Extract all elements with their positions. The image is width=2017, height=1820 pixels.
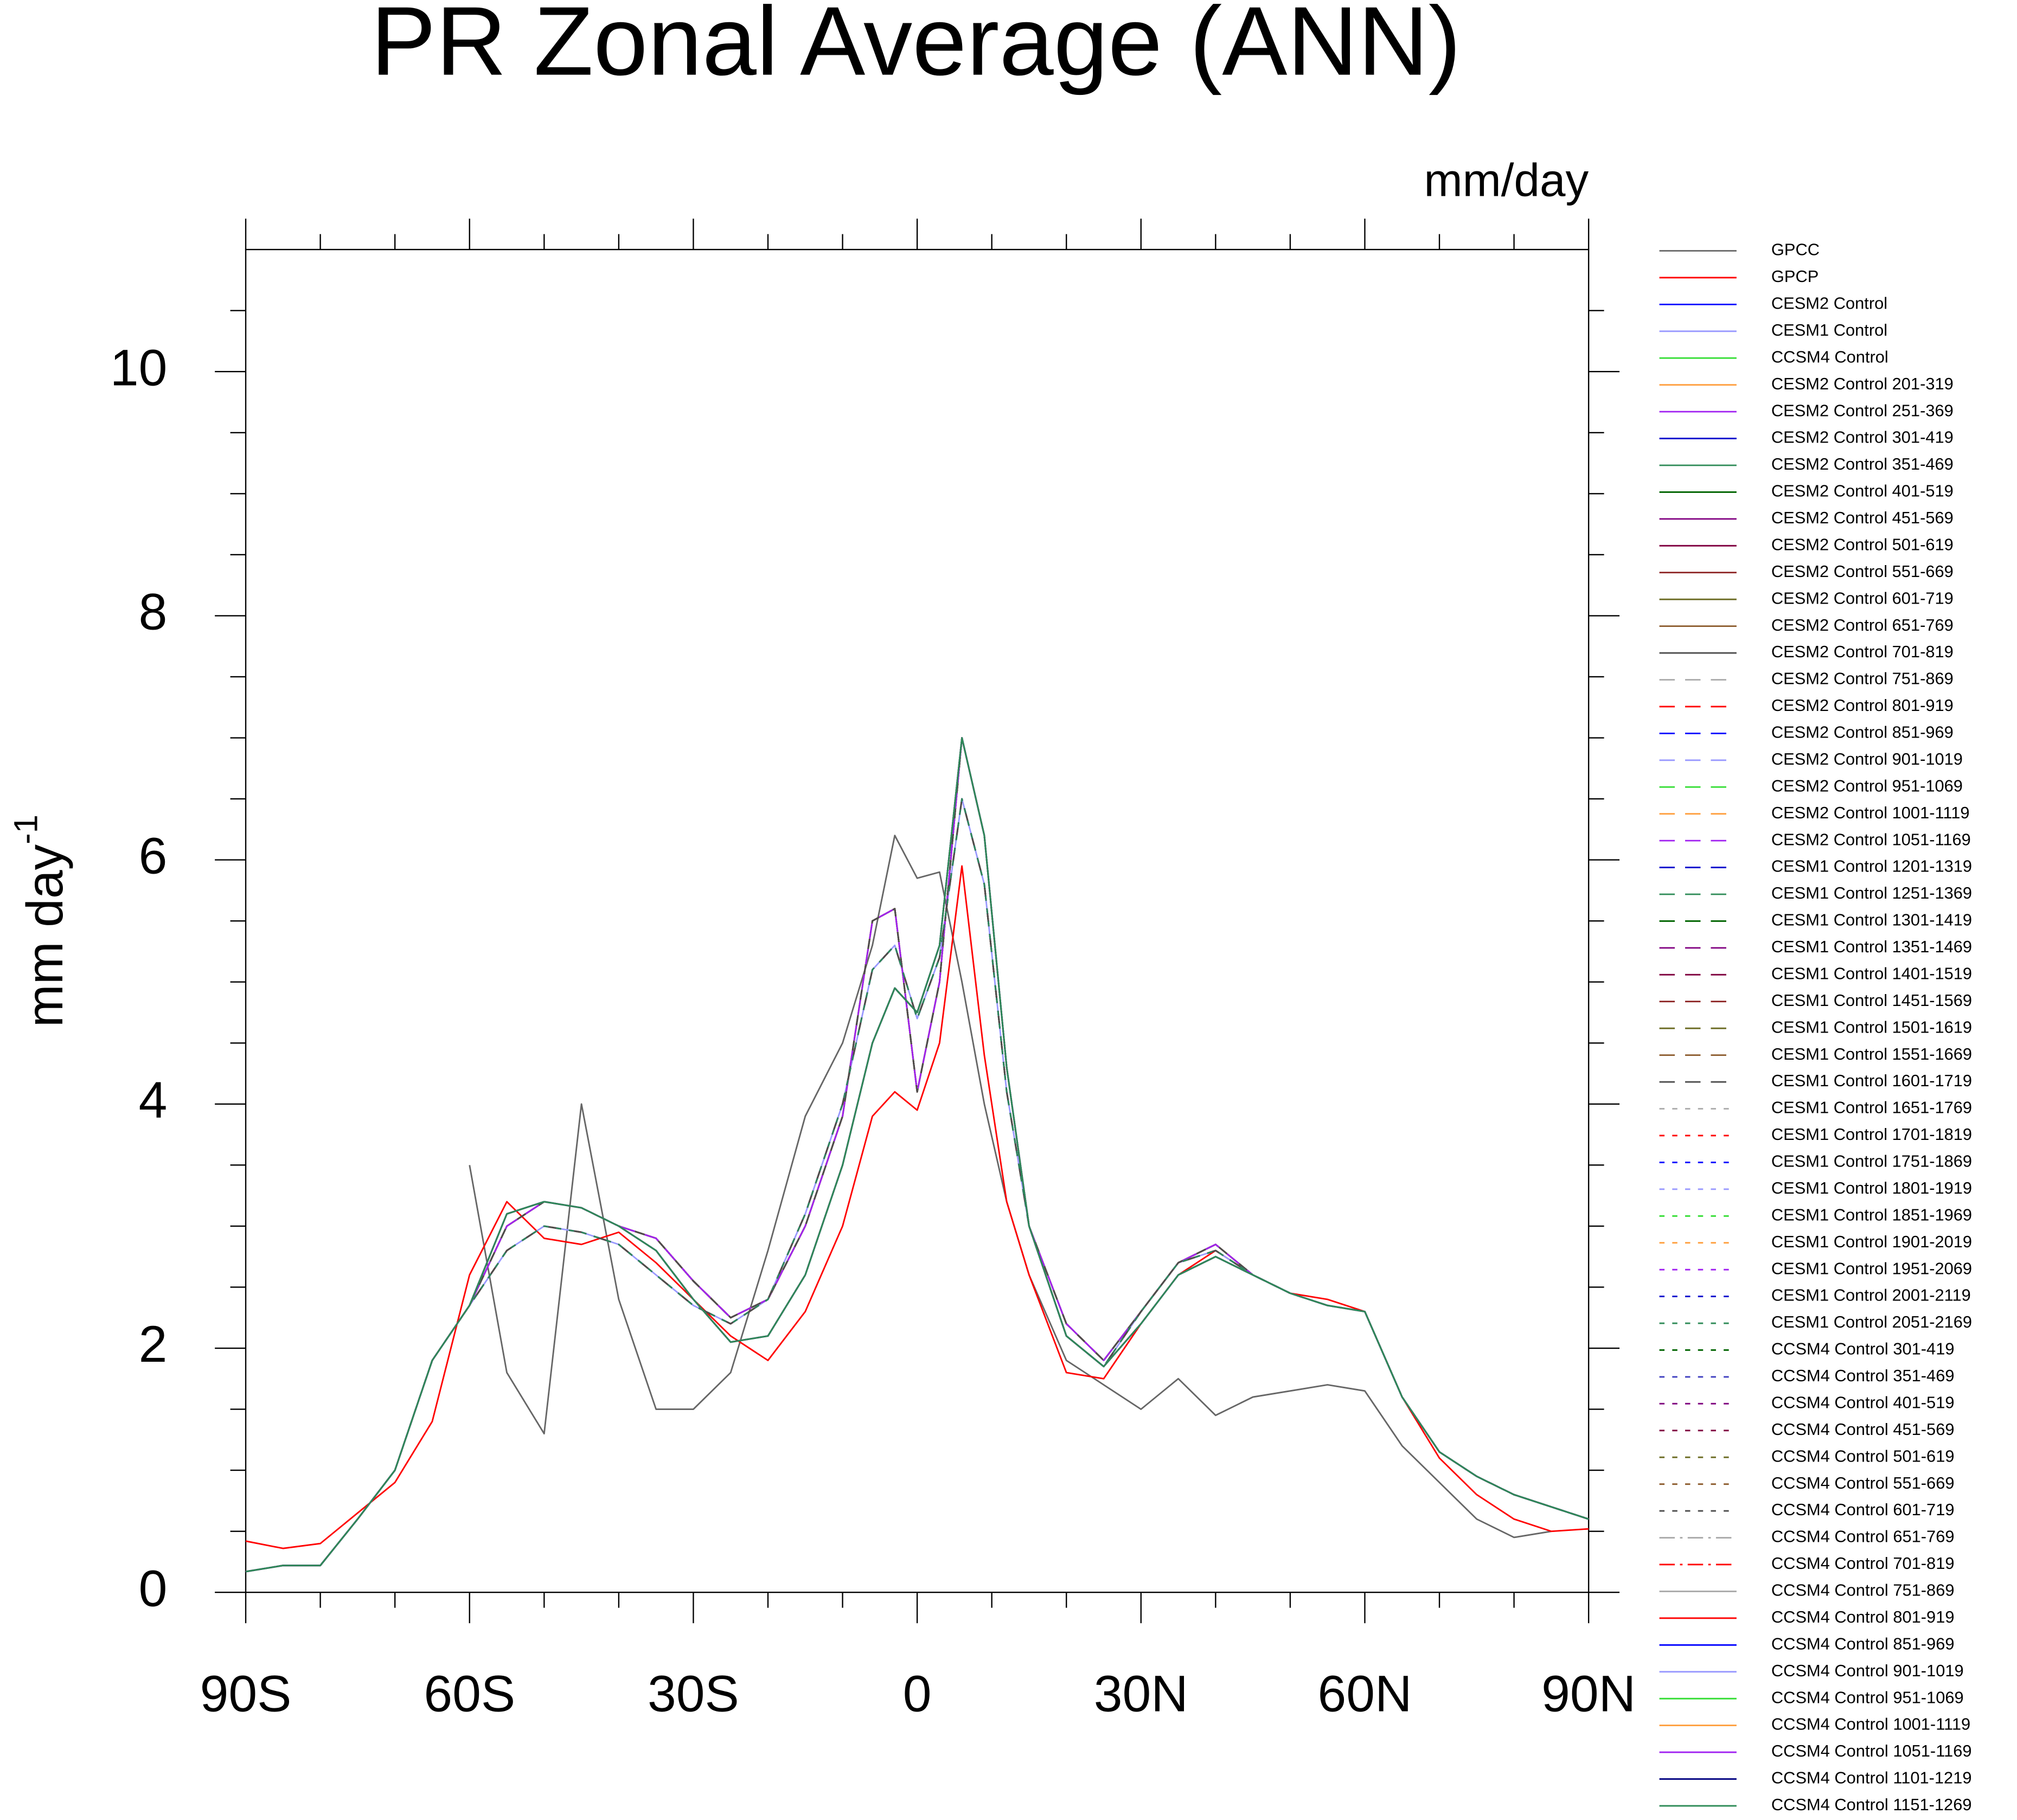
legend-label: CESM2 Control 201-319 [1771, 374, 1954, 393]
legend-label: CCSM4 Control 651-769 [1771, 1527, 1955, 1546]
legend-label: CCSM4 Control 1001-1119 [1771, 1715, 1970, 1734]
y-axis-label-superscript: -1 [8, 815, 45, 844]
legend-label: CESM2 Control 401-519 [1771, 482, 1954, 501]
series-line [245, 865, 1589, 1549]
legend-label: CCSM4 Control 601-719 [1771, 1500, 1955, 1519]
legend-label: CESM2 Control 451-569 [1771, 508, 1954, 527]
y-tick-label: 2 [139, 1316, 168, 1373]
legend-label: CESM1 Control 2001-2119 [1771, 1286, 1971, 1305]
plot-lines [245, 737, 1589, 1573]
legend-label: CESM2 Control 851-969 [1771, 723, 1954, 742]
y-tick-label: 6 [139, 828, 168, 885]
legend-label: CCSM4 Control 851-969 [1771, 1634, 1955, 1653]
y-tick-label: 4 [139, 1072, 168, 1129]
legend-label: CESM2 Control 501-619 [1771, 535, 1954, 554]
legend-label: CESM2 Control 651-769 [1771, 616, 1954, 635]
legend-label: CCSM4 Control 701-819 [1771, 1554, 1955, 1573]
legend-label: CESM1 Control 1801-1919 [1771, 1178, 1972, 1197]
legend-label: CESM1 Control 1601-1719 [1771, 1071, 1972, 1090]
x-tick-label: 60S [424, 1665, 515, 1723]
legend-label: CESM2 Control 701-819 [1771, 642, 1954, 661]
legend-label: CESM2 Control 801-919 [1771, 696, 1954, 715]
legend-label: CESM1 Control 1251-1369 [1771, 883, 1972, 902]
legend-label: CCSM4 Control 351-469 [1771, 1366, 1955, 1385]
y-tick-label: 8 [139, 583, 168, 640]
legend-label: CESM2 Control 351-469 [1771, 454, 1954, 473]
legend-label: GPCP [1771, 267, 1818, 286]
y-tick-label: 10 [110, 339, 168, 396]
legend-label: CESM1 Control 1851-1969 [1771, 1205, 1972, 1224]
legend-label: CCSM4 Control 551-669 [1771, 1473, 1955, 1492]
legend-label: GPCC [1771, 240, 1820, 259]
y-tick-label: 0 [139, 1560, 168, 1617]
legend-label: CESM1 Control 1751-1869 [1771, 1152, 1972, 1171]
series-line [469, 835, 1552, 1539]
legend-label: CESM1 Control 1701-1819 [1771, 1125, 1972, 1144]
legend-label: CESM1 Control 1551-1669 [1771, 1044, 1972, 1063]
units-label: mm/day [1424, 155, 1589, 207]
legend-label: CESM2 Control 901-1019 [1771, 749, 1963, 768]
legend-label: CESM2 Control 551-669 [1771, 562, 1954, 581]
series-line [245, 798, 1589, 1573]
x-tick-label: 60N [1317, 1665, 1412, 1723]
legend-label: CESM1 Control 1401-1519 [1771, 964, 1972, 983]
legend-label: CCSM4 Control 801-919 [1771, 1607, 1955, 1626]
legend-label: CCSM4 Control 301-419 [1771, 1340, 1955, 1358]
x-tick-label: 0 [903, 1665, 932, 1723]
legend-label: CCSM4 Control 1101-1219 [1771, 1768, 1972, 1787]
x-tick-label: 30N [1094, 1665, 1188, 1723]
legend-label: CESM2 Control 601-719 [1771, 588, 1954, 607]
legend-label: CESM1 Control 2051-2169 [1771, 1312, 1972, 1331]
chart-title: PR Zonal Average (ANN) [371, 0, 1461, 96]
legend-label: CESM1 Control 1351-1469 [1771, 937, 1972, 956]
legend-label: CESM2 Control 251-369 [1771, 401, 1954, 420]
x-tick-label: 30S [648, 1665, 739, 1723]
legend-label: CCSM4 Control 751-869 [1771, 1581, 1955, 1600]
legend-label: CCSM4 Control 501-619 [1771, 1446, 1955, 1465]
legend-label: CCSM4 Control 951-1069 [1771, 1688, 1964, 1707]
legend-label: CCSM4 Control 901-1019 [1771, 1661, 1964, 1680]
x-tick-label: 90S [200, 1665, 292, 1723]
legend-label: CESM1 Control 1201-1319 [1771, 857, 1972, 876]
legend-label: CCSM4 Control 401-519 [1771, 1393, 1955, 1412]
series-line [245, 737, 1589, 1573]
legend-label: CESM2 Control 301-419 [1771, 428, 1954, 447]
legend-label: CCSM4 Control 451-569 [1771, 1420, 1955, 1439]
legend-label: CCSM4 Control 1151-1269 [1771, 1795, 1972, 1814]
legend-label: CESM1 Control 1951-2069 [1771, 1259, 1972, 1278]
legend-label: CESM1 Control [1771, 321, 1887, 339]
legend-label: CESM1 Control 1501-1619 [1771, 1017, 1972, 1036]
legend-label: CESM1 Control 1901-2019 [1771, 1232, 1972, 1251]
legend-label: CESM2 Control [1771, 294, 1887, 313]
legend-label: CESM2 Control 1001-1119 [1771, 803, 1970, 822]
y-axis-label: mm day-1 [8, 815, 74, 1027]
legend-label: CESM1 Control 1301-1419 [1771, 911, 1972, 930]
legend-label: CCSM4 Control 1051-1169 [1771, 1741, 1972, 1760]
x-tick-label: 90N [1541, 1665, 1636, 1723]
legend-label: CESM1 Control 1651-1769 [1771, 1098, 1972, 1117]
legend-label: CESM1 Control 1451-1569 [1771, 991, 1972, 1010]
y-axis-label-text: mm day [16, 844, 74, 1027]
legend-label: CCSM4 Control [1771, 347, 1888, 366]
legend-label: CESM2 Control 751-869 [1771, 669, 1954, 688]
legend-label: CESM2 Control 951-1069 [1771, 776, 1963, 795]
legend-label: CESM2 Control 1051-1169 [1771, 830, 1971, 849]
